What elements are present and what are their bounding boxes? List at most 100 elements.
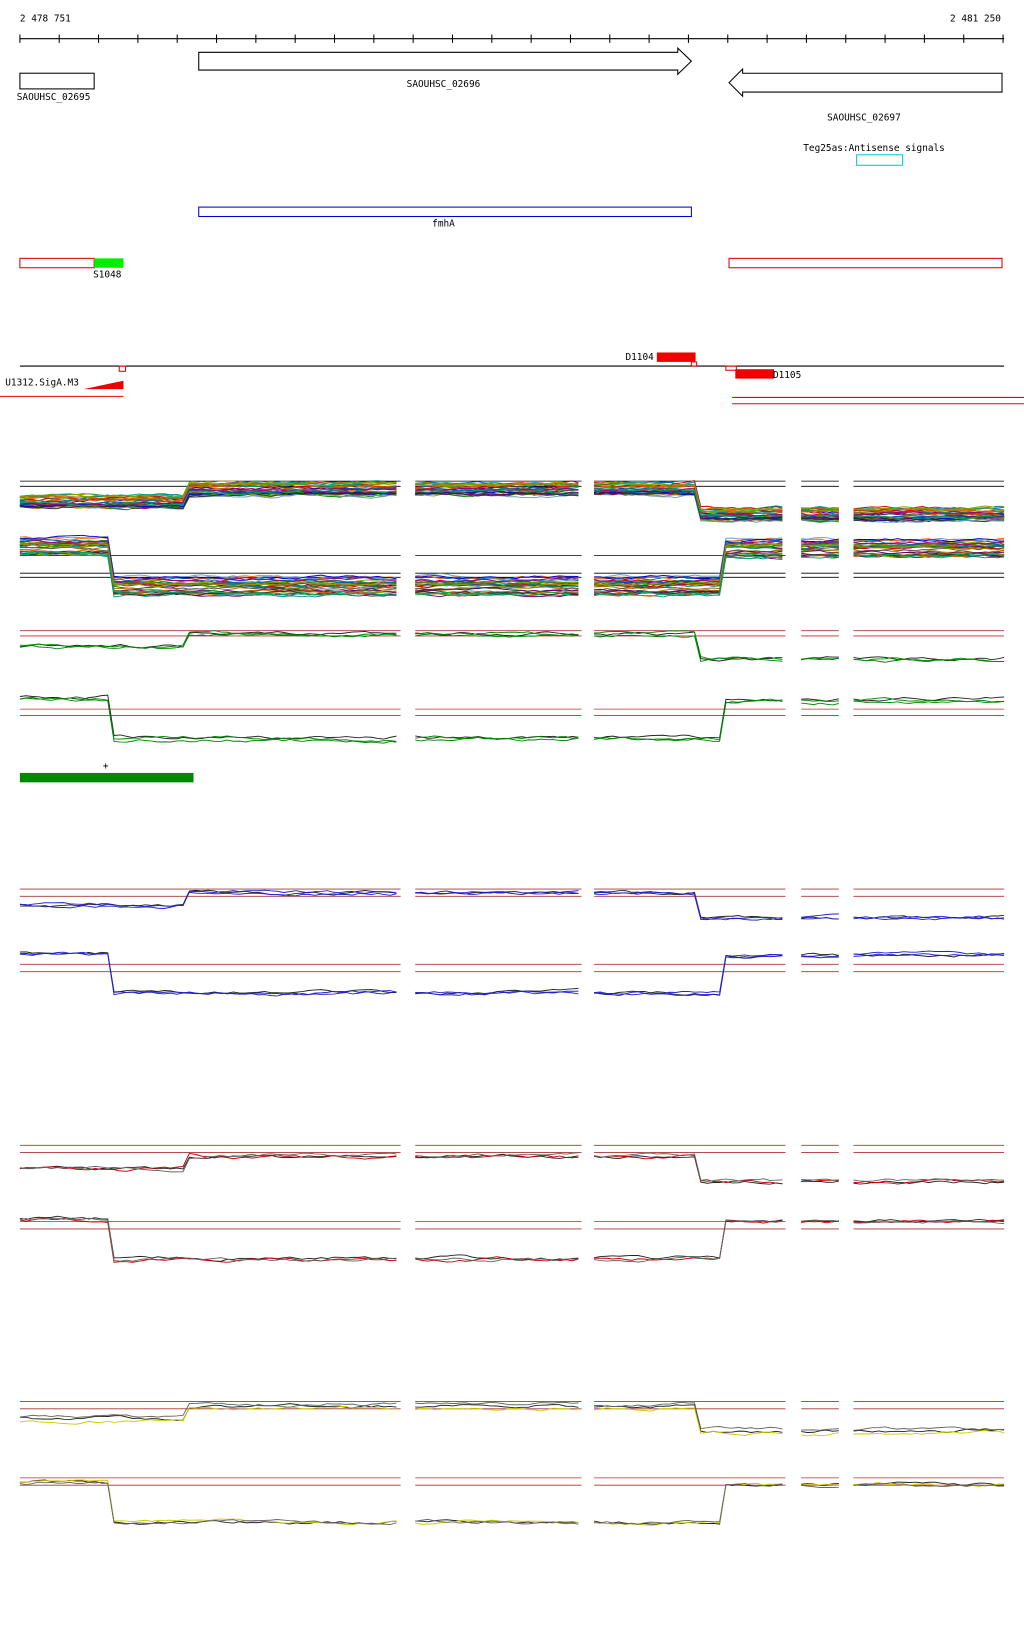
expression-trace — [19, 551, 397, 596]
expression-trace — [594, 1483, 783, 1526]
feature-box — [198, 206, 692, 218]
expression-trace — [594, 698, 783, 739]
expression-trace — [19, 952, 397, 997]
transcript — [735, 369, 775, 379]
expression-trace — [853, 699, 1005, 704]
expression-trace — [594, 537, 783, 579]
antisense-box — [856, 154, 904, 166]
transcript-end — [690, 361, 698, 367]
expression-trace — [19, 542, 397, 585]
expression-trace — [19, 493, 397, 510]
expression-trace — [19, 1215, 397, 1262]
promoter-label: U1312.SigA.M3 — [5, 377, 79, 388]
expression-trace — [801, 1219, 839, 1222]
expression-trace — [594, 490, 783, 520]
expression-trace — [801, 1220, 839, 1224]
expression-trace — [19, 1479, 397, 1525]
gene-label: SAOUHSC_02696 — [407, 79, 481, 90]
segment-box — [19, 257, 95, 269]
expression-trace — [853, 538, 1005, 542]
expression-trace — [19, 696, 397, 743]
expression-trace — [594, 540, 783, 583]
expression-trace — [801, 547, 839, 551]
expression-trace — [594, 481, 783, 511]
expression-trace — [801, 537, 839, 541]
expression-trace — [594, 1407, 783, 1437]
expression-trace — [801, 556, 839, 559]
expression-trace — [415, 580, 579, 587]
expression-trace — [19, 481, 397, 500]
expression-trace — [594, 698, 783, 741]
expression-trace — [594, 550, 783, 594]
expression-trace — [801, 1429, 839, 1433]
expression-trace — [853, 541, 1005, 546]
expression-trace — [19, 694, 397, 740]
expression-trace — [415, 1518, 579, 1525]
expression-trace — [853, 658, 1005, 663]
expression-trace — [19, 1217, 397, 1262]
expression-trace — [594, 492, 783, 521]
expression-trace — [594, 487, 783, 519]
expression-trace — [801, 1482, 839, 1486]
expression-trace — [853, 656, 1005, 662]
expression-trace — [415, 488, 579, 495]
segment-label: S1048 — [93, 270, 122, 281]
feature-label: fmhA — [432, 218, 455, 229]
expression-trace — [415, 990, 579, 996]
expression-trace — [801, 702, 839, 706]
gene-label: SAOUHSC_02695 — [17, 92, 91, 103]
expression-trace — [594, 1483, 783, 1525]
expression-trace — [19, 546, 397, 592]
gene-arrow — [728, 67, 1003, 98]
expression-trace — [415, 1404, 579, 1409]
expression-trace — [801, 544, 839, 548]
expression-trace — [853, 516, 1005, 522]
expression-trace — [853, 1220, 1005, 1225]
expression-trace — [594, 955, 783, 996]
expression-trace — [594, 891, 783, 921]
expression-trace — [594, 1152, 783, 1182]
expression-trace — [801, 517, 839, 520]
expression-trace — [19, 551, 397, 597]
expression-trace — [801, 514, 839, 517]
expression-trace — [801, 917, 839, 920]
expression-trace — [415, 735, 579, 740]
expression-trace — [801, 554, 839, 557]
expression-trace — [19, 951, 397, 996]
expression-trace — [19, 1401, 397, 1419]
expression-trace — [19, 632, 397, 650]
expression-trace — [801, 545, 839, 550]
expression-trace — [853, 1482, 1005, 1487]
expression-trace — [19, 534, 397, 581]
expression-trace — [853, 518, 1005, 523]
expression-trace — [853, 697, 1005, 703]
gene-label: SAOUHSC_02697 — [827, 113, 901, 124]
expression-trace — [19, 549, 397, 595]
promoter-mark — [83, 380, 124, 390]
expression-trace — [853, 515, 1005, 521]
expression-trace — [19, 630, 397, 649]
ruler-ticks — [19, 34, 1004, 43]
expression-trace — [801, 1179, 839, 1183]
expression-trace — [801, 1483, 839, 1486]
expression-trace — [19, 1154, 397, 1171]
expression-trace — [19, 630, 397, 649]
expression-trace — [853, 915, 1005, 920]
expression-trace — [801, 518, 839, 522]
expression-trace — [594, 953, 783, 996]
segment-highlight — [94, 258, 124, 268]
strand-bar — [19, 772, 194, 783]
expression-trace — [801, 550, 839, 553]
expression-trace — [801, 955, 839, 958]
expression-trace — [594, 1404, 783, 1433]
expression-trace — [801, 956, 839, 959]
expression-trace — [594, 890, 783, 920]
ruler-start: 2 478 751 — [20, 13, 71, 24]
expression-traces — [19, 480, 1005, 1526]
expression-trace — [415, 491, 579, 497]
transcript-end — [725, 365, 737, 371]
expression-trace — [594, 954, 783, 996]
expression-trace — [801, 1484, 839, 1488]
